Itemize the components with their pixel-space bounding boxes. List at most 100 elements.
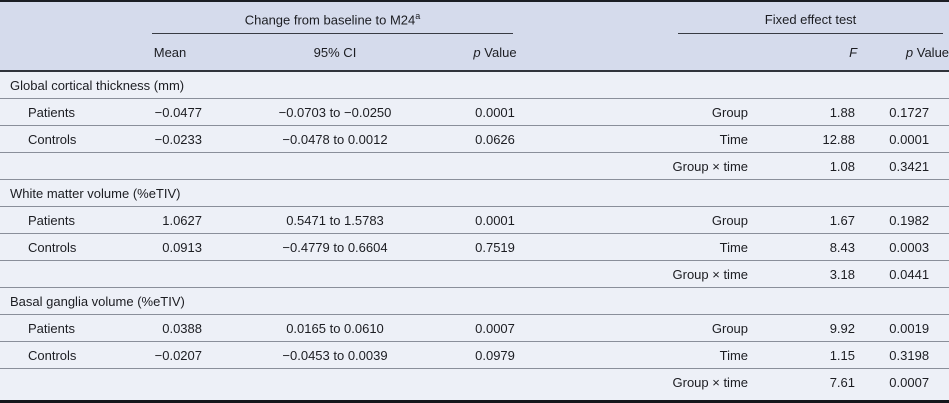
table-row: Controls −0.0233 −0.0478 to 0.0012 0.062… bbox=[0, 125, 949, 153]
cell-p-value: 0.0001 bbox=[460, 98, 531, 126]
group-header-row: Change from baseline to M24a Fixed effec… bbox=[0, 2, 949, 34]
cell-p-value: 0.0626 bbox=[460, 125, 531, 153]
cell-effect-label: Group bbox=[585, 314, 751, 342]
cell-mean: −0.0477 bbox=[130, 98, 210, 126]
col-header-effect-p-value: p Value bbox=[857, 34, 949, 72]
table-row: Group × time 7.61 0.0007 bbox=[0, 368, 949, 395]
cell-ci bbox=[210, 368, 460, 395]
row-label: Controls bbox=[0, 341, 130, 369]
row-label: Patients bbox=[0, 206, 130, 234]
col-header-f: F bbox=[750, 34, 858, 72]
cell-p-value: 0.0979 bbox=[460, 341, 531, 369]
section-title-row: White matter volume (%eTIV) bbox=[0, 179, 949, 207]
cell-gap bbox=[530, 125, 586, 153]
section-title-row: Global cortical thickness (mm) bbox=[0, 71, 949, 99]
cell-effect-p-value: 0.3198 bbox=[857, 341, 949, 369]
column-group-fixed-effect-test: Fixed effect test bbox=[678, 12, 944, 34]
row-label: Controls bbox=[0, 233, 130, 261]
cell-gap bbox=[530, 314, 586, 342]
row-label bbox=[0, 152, 130, 180]
cell-p-value bbox=[460, 152, 531, 180]
cell-effect-label: Time bbox=[585, 233, 751, 261]
cell-gap bbox=[530, 368, 586, 395]
cell-effect-label: Group × time bbox=[585, 152, 751, 180]
cell-p-value: 0.0001 bbox=[460, 206, 531, 234]
row-label: Controls bbox=[0, 125, 130, 153]
cell-ci: −0.0478 to 0.0012 bbox=[210, 125, 460, 153]
cell-p-value bbox=[460, 368, 531, 395]
group2-label: Fixed effect test bbox=[764, 12, 857, 27]
table-row: Patients 0.0388 0.0165 to 0.0610 0.0007 … bbox=[0, 314, 949, 342]
cell-f-value: 1.67 bbox=[750, 206, 858, 234]
cell-f-value: 1.88 bbox=[750, 98, 858, 126]
cell-mean bbox=[130, 368, 210, 395]
header-spacer bbox=[0, 34, 130, 72]
cell-ci: −0.4779 to 0.6604 bbox=[210, 233, 460, 261]
cell-effect-p-value: 0.0003 bbox=[857, 233, 949, 261]
cell-effect-p-value: 0.1727 bbox=[857, 98, 949, 126]
cell-gap bbox=[530, 260, 586, 288]
section-title: White matter volume (%eTIV) bbox=[0, 179, 949, 207]
cell-effect-label: Group × time bbox=[585, 368, 751, 395]
cell-effect-label: Time bbox=[585, 125, 751, 153]
header-gap bbox=[530, 2, 585, 34]
table-body: Global cortical thickness (mm) Patients … bbox=[0, 71, 949, 395]
cell-f-value: 1.08 bbox=[750, 152, 858, 180]
group1-label: Change from baseline to M24 bbox=[244, 12, 416, 27]
cell-f-value: 8.43 bbox=[750, 233, 858, 261]
cell-f-value: 1.15 bbox=[750, 341, 858, 369]
cell-gap bbox=[530, 98, 586, 126]
section-title: Basal ganglia volume (%eTIV) bbox=[0, 287, 949, 315]
cell-effect-p-value: 0.0441 bbox=[857, 260, 949, 288]
cell-effect-label: Group × time bbox=[585, 260, 751, 288]
cell-ci bbox=[210, 152, 460, 180]
section-title-row: Basal ganglia volume (%eTIV) bbox=[0, 287, 949, 315]
cell-mean bbox=[130, 260, 210, 288]
cell-f-value: 9.92 bbox=[750, 314, 858, 342]
cell-effect-p-value: 0.0007 bbox=[857, 368, 949, 395]
cell-mean: 0.0388 bbox=[130, 314, 210, 342]
table-row: Controls 0.0913 −0.4779 to 0.6604 0.7519… bbox=[0, 233, 949, 261]
cell-effect-label: Group bbox=[585, 98, 751, 126]
cell-effect-p-value: 0.0019 bbox=[857, 314, 949, 342]
row-label: Patients bbox=[0, 98, 130, 126]
cell-mean: −0.0233 bbox=[130, 125, 210, 153]
cell-ci: −0.0453 to 0.0039 bbox=[210, 341, 460, 369]
cell-p-value: 0.7519 bbox=[460, 233, 531, 261]
cell-gap bbox=[530, 341, 586, 369]
cell-effect-p-value: 0.1982 bbox=[857, 206, 949, 234]
cell-effect-p-value: 0.0001 bbox=[857, 125, 949, 153]
cell-mean: 1.0627 bbox=[130, 206, 210, 234]
cell-gap bbox=[530, 152, 586, 180]
col-header-mean: Mean bbox=[130, 34, 210, 72]
group-header-change-cell: Change from baseline to M24a bbox=[130, 2, 530, 34]
cell-mean bbox=[130, 152, 210, 180]
group-header-fixed-effect-cell: Fixed effect test bbox=[585, 2, 949, 34]
cell-ci bbox=[210, 260, 460, 288]
header-gap bbox=[530, 34, 586, 72]
cell-effect-p-value: 0.3421 bbox=[857, 152, 949, 180]
cell-ci: 0.0165 to 0.0610 bbox=[210, 314, 460, 342]
cell-f-value: 7.61 bbox=[750, 368, 858, 395]
cell-p-value: 0.0007 bbox=[460, 314, 531, 342]
table-row: Group × time 3.18 0.0441 bbox=[0, 260, 949, 288]
cell-effect-label: Time bbox=[585, 341, 751, 369]
cell-gap bbox=[530, 233, 586, 261]
row-label: Patients bbox=[0, 314, 130, 342]
footnote-marker: a bbox=[415, 10, 421, 21]
cell-f-value: 3.18 bbox=[750, 260, 858, 288]
cell-ci: 0.5471 to 1.5783 bbox=[210, 206, 460, 234]
cell-mean: −0.0207 bbox=[130, 341, 210, 369]
cell-gap bbox=[530, 206, 586, 234]
header-spacer bbox=[0, 2, 130, 34]
col-header-95ci: 95% CI bbox=[210, 34, 460, 72]
table-row: Patients 1.0627 0.5471 to 1.5783 0.0001 … bbox=[0, 206, 949, 234]
column-group-change-from-baseline: Change from baseline to M24a bbox=[152, 10, 514, 34]
table-row: Patients −0.0477 −0.0703 to −0.0250 0.00… bbox=[0, 98, 949, 126]
table-row: Group × time 1.08 0.3421 bbox=[0, 152, 949, 180]
section-title: Global cortical thickness (mm) bbox=[10, 77, 185, 93]
cell-effect-label: Group bbox=[585, 206, 751, 234]
cell-p-value bbox=[460, 260, 531, 288]
table-header: Change from baseline to M24a Fixed effec… bbox=[0, 2, 949, 72]
